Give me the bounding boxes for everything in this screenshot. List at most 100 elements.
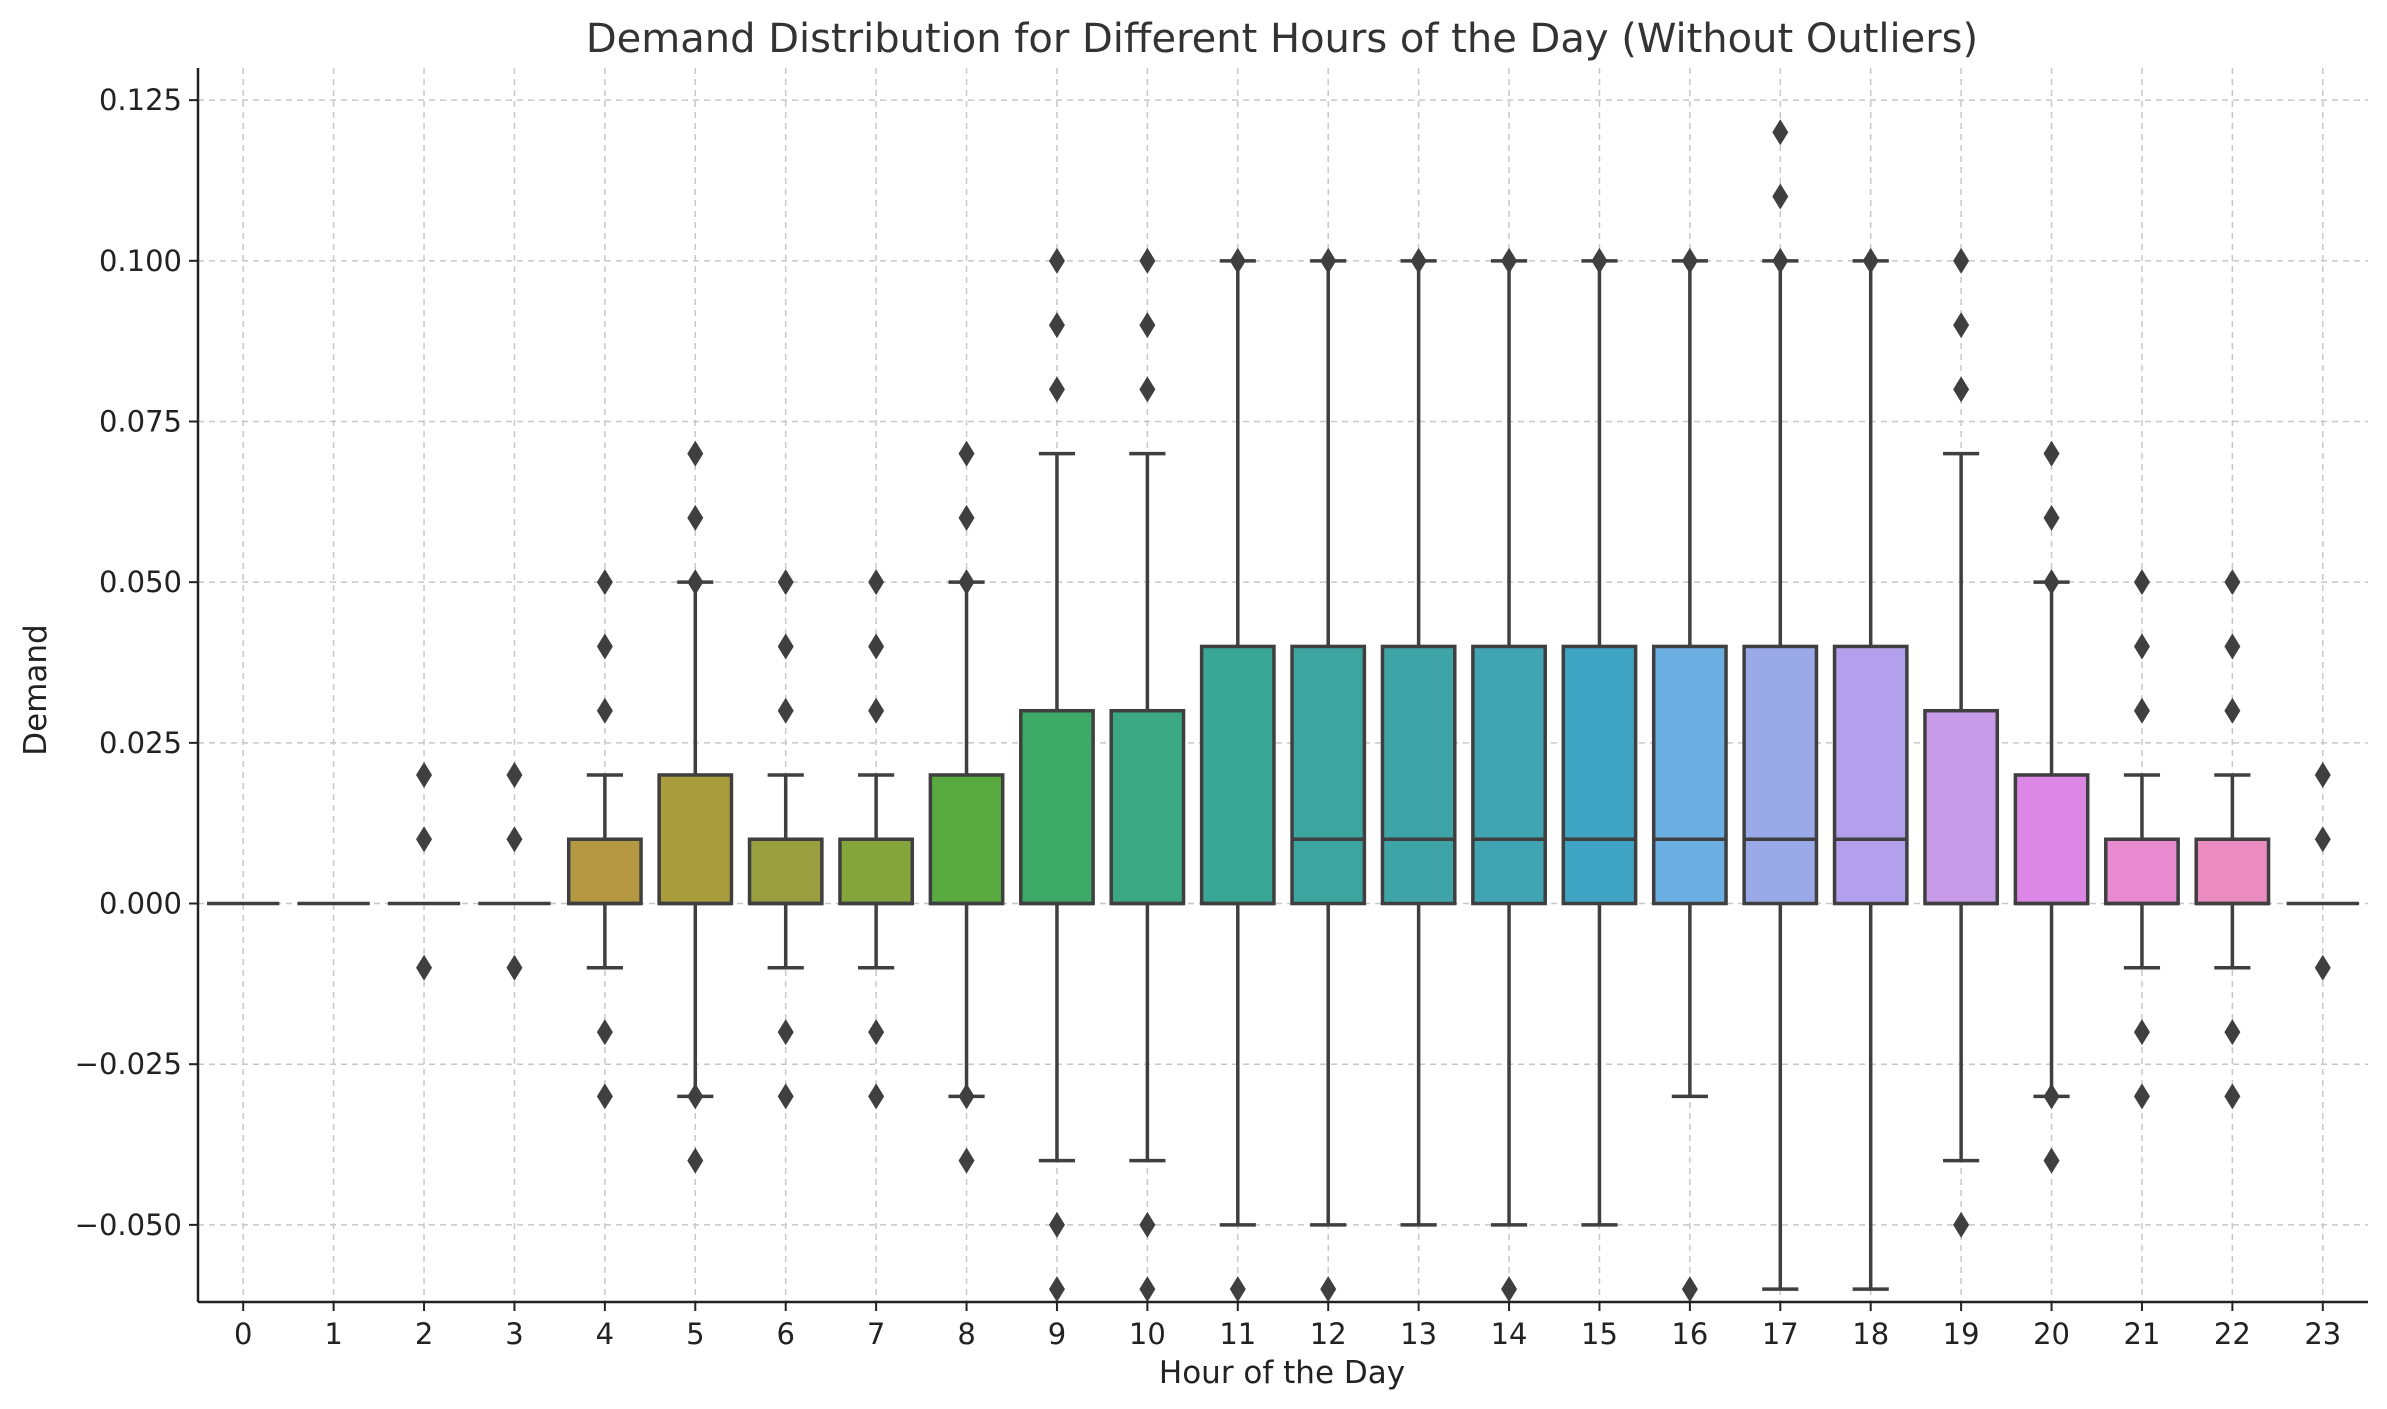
outlier-point: [958, 1147, 975, 1174]
x-tick-label: 1: [324, 1317, 342, 1351]
box-hour-13: [1380, 247, 1457, 1227]
outlier-point: [1048, 312, 1065, 339]
x-tick-label: 0: [234, 1317, 252, 1351]
x-tick-label: 16: [1671, 1317, 1708, 1351]
box-hour-3: [478, 761, 551, 981]
box-hour-10: [1109, 247, 1186, 1303]
outlier-point: [958, 504, 975, 531]
iqr-box: [566, 837, 643, 906]
iqr-box: [1380, 644, 1457, 906]
box-hour-11: [1199, 247, 1276, 1303]
x-tick-label: 7: [867, 1317, 885, 1351]
outlier-point: [777, 1083, 794, 1110]
outlier-point: [2133, 1019, 2150, 1046]
iqr-box: [657, 773, 734, 906]
y-axis-label: Demand: [18, 624, 54, 755]
outlier-point: [1862, 247, 1879, 274]
box-hour-7: [838, 569, 915, 1110]
outlier-point: [868, 1083, 885, 1110]
box-hour-17: [1742, 119, 1819, 1291]
outlier-point: [868, 1019, 885, 1046]
iqr-box: [1019, 708, 1095, 906]
outlier-point: [1772, 247, 1789, 274]
outlier-point: [958, 569, 975, 596]
outlier-point: [2043, 1083, 2060, 1110]
iqr-box: [1290, 644, 1367, 906]
x-tick-label: 20: [2033, 1317, 2070, 1351]
outlier-point: [1953, 312, 1970, 339]
y-tick-label: 0.000: [99, 887, 182, 921]
outlier-point: [1229, 247, 1246, 274]
outlier-point: [416, 826, 433, 853]
x-tick-label: 4: [596, 1317, 614, 1351]
outlier-point: [2133, 633, 2150, 660]
x-tick-label: 14: [1491, 1317, 1528, 1351]
outlier-point: [1139, 247, 1156, 274]
outlier-point: [1681, 1276, 1698, 1303]
outlier-point: [777, 633, 794, 660]
x-tick-label: 19: [1943, 1317, 1980, 1351]
x-tick-label: 21: [2124, 1317, 2161, 1351]
x-tick-label: 23: [2304, 1317, 2341, 1351]
outlier-point: [2043, 1147, 2060, 1174]
box-hour-20: [2013, 440, 2090, 1174]
x-tick-label: 22: [2214, 1317, 2251, 1351]
x-tick-label: 11: [1219, 1317, 1256, 1351]
iqr-box: [2013, 773, 2090, 906]
box-hour-8: [928, 440, 1005, 1174]
outlier-point: [687, 440, 704, 467]
chart-title: Demand Distribution for Different Hours …: [586, 16, 1978, 62]
outlier-point: [2133, 569, 2150, 596]
box-hour-19: [1923, 247, 2000, 1238]
axis-layer: −0.050 −0.025 0.000 0.025 0.050 0.075 0.100 0.1…: [75, 68, 2368, 1351]
outlier-point: [2314, 954, 2331, 981]
outlier-point: [2043, 440, 2060, 467]
x-tick-label: 17: [1762, 1317, 1799, 1351]
box-hour-23: [2286, 761, 2359, 981]
iqr-box: [1742, 644, 1819, 906]
iqr-box: [1561, 644, 1638, 906]
outlier-point: [1139, 312, 1156, 339]
outlier-point: [1320, 247, 1337, 274]
iqr-box: [1832, 644, 1909, 906]
outlier-point: [1953, 1211, 1970, 1238]
x-axis-label: Hour of the Day: [1159, 1355, 1405, 1391]
outlier-point: [1139, 376, 1156, 403]
y-tick-label: 0.050: [99, 565, 182, 599]
outlier-point: [958, 440, 975, 467]
outlier-point: [687, 504, 704, 531]
x-tick-label: 3: [505, 1317, 523, 1351]
y-tick-label: −0.050: [75, 1208, 182, 1242]
iqr-box: [1651, 644, 1728, 906]
iqr-box: [2104, 837, 2180, 906]
x-tick-label: 13: [1400, 1317, 1437, 1351]
iqr-box: [747, 837, 824, 906]
grid-layer: [198, 68, 2368, 1302]
outlier-point: [596, 1019, 613, 1046]
outlier-point: [1048, 1276, 1065, 1303]
x-tick-label: 12: [1310, 1317, 1347, 1351]
outlier-point: [868, 633, 885, 660]
x-tick-label: 8: [957, 1317, 975, 1351]
outlier-point: [777, 569, 794, 596]
iqr-box: [1199, 644, 1276, 906]
outlier-point: [868, 569, 885, 596]
y-tick-label: −0.025: [75, 1047, 182, 1081]
outlier-point: [2133, 1083, 2150, 1110]
box-hour-14: [1471, 247, 1547, 1303]
outlier-point: [687, 1083, 704, 1110]
box-hour-12: [1290, 247, 1367, 1303]
x-tick-label: 5: [686, 1317, 704, 1351]
box-hour-18: [1832, 247, 1909, 1291]
outlier-point: [1501, 247, 1518, 274]
box-hour-2: [387, 761, 461, 981]
outlier-point: [1139, 1211, 1156, 1238]
outlier-point: [1501, 1276, 1518, 1303]
outlier-point: [2314, 826, 2331, 853]
outlier-point: [2314, 761, 2331, 788]
box-hour-5: [657, 440, 734, 1174]
outlier-point: [1139, 1276, 1156, 1303]
outlier-point: [2224, 697, 2241, 724]
outlier-point: [2224, 1083, 2241, 1110]
